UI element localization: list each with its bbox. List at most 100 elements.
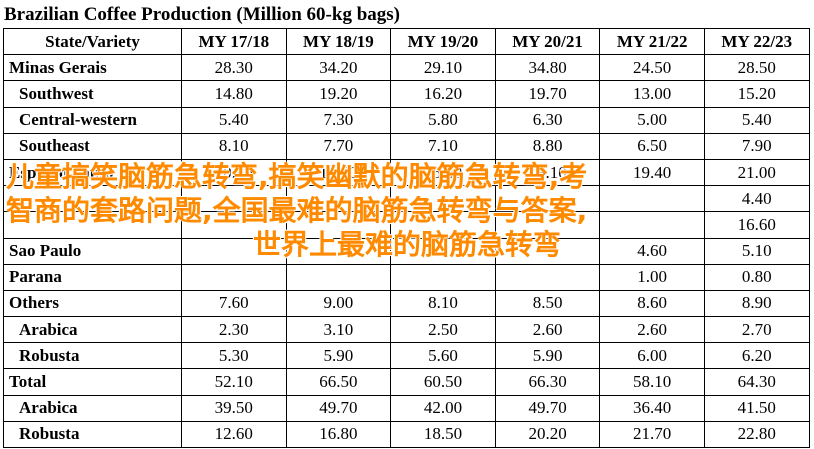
value-cell: 5.30 [181,342,287,370]
header-my-21-22: MY 21/22 [599,27,705,56]
value-cell: 66.30 [494,368,601,396]
value-cell: 52.10 [181,368,287,396]
value-cell: 7.90 [703,132,810,160]
value-cell: 41.50 [703,394,810,422]
value-cell: 3.10 [285,316,392,344]
value-cell: 10.60 [181,158,287,187]
table-row: Total 52.10 66.50 60.50 66.30 58.10 64.30 [3,368,810,396]
header-row: State/Variety MY 17/18 MY 18/19 MY 19/20… [3,27,810,56]
value-cell: 42.00 [390,394,496,422]
value-cell: 2.60 [494,316,601,344]
table-row: Sao Paulo 4.60 5.10 [3,237,810,265]
value-cell [390,185,496,213]
value-cell [599,185,705,213]
value-cell [285,185,392,213]
table-row: Minas Gerais 28.30 34.20 29.10 34.80 24.50 28.… [3,54,810,82]
value-cell: 36.40 [599,394,705,422]
value-cell: 28.50 [703,54,810,82]
value-cell [599,211,705,239]
table-row: Arabica 39.50 49.70 42.00 49.70 36.40 41.50 [3,394,810,422]
value-cell [285,211,392,239]
value-cell: 8.80 [494,132,601,160]
value-cell [494,263,601,291]
value-cell [494,237,601,265]
value-cell: 16.80 [390,158,496,187]
value-cell: 5.40 [181,106,287,134]
value-cell: 15.60 [285,158,392,187]
value-cell: 7.70 [285,132,392,160]
table-row: Robusta 5.30 5.90 5.60 5.90 6.00 6.20 [3,342,810,370]
value-cell: 7.10 [390,132,496,160]
value-cell: 66.50 [285,368,392,396]
value-cell: 12.60 [181,420,287,449]
value-cell: 19.40 [599,158,705,187]
value-cell: 7.60 [181,289,287,318]
table-row: Southeast 8.10 7.70 7.10 8.80 6.50 7.90 [3,132,810,160]
value-cell [494,211,601,239]
value-cell: 5.00 [599,106,705,134]
value-cell: 24.50 [599,54,705,82]
value-cell: 5.60 [390,342,496,370]
table-row: Others 7.60 9.00 8.10 8.50 8.60 8.90 [3,289,810,318]
row-label: Others [3,289,182,318]
header-my-18-19: MY 18/19 [285,27,392,56]
value-cell [181,263,287,291]
value-cell: 29.10 [390,54,496,82]
value-cell: 58.10 [599,368,705,396]
value-cell: 39.50 [181,394,287,422]
table-row: Arabica 2.30 3.10 2.50 2.60 2.60 2.70 [3,316,810,344]
table-row: 4.40 [3,185,810,213]
value-cell: 7.30 [285,106,392,134]
value-cell: 5.80 [390,106,496,134]
row-label: Total [3,368,182,396]
value-cell [285,263,392,291]
table-body: Minas Gerais 28.30 34.20 29.10 34.80 24.50 28.… [3,54,810,449]
value-cell: 64.30 [703,368,810,396]
value-cell: 8.10 [390,289,496,318]
value-cell: 5.10 [703,237,810,265]
header-my-17-18: MY 17/18 [181,27,287,56]
value-cell: 5.90 [285,342,392,370]
table-row: Robusta 12.60 16.80 18.50 20.20 21.70 22.80 [3,420,810,449]
table-title: Brazilian Coffee Production (Million 60-… [4,4,400,25]
value-cell: 20.20 [494,420,601,449]
row-label: Arabica [3,394,182,422]
value-cell [181,185,287,213]
row-label: Espirito Santo [3,158,182,187]
value-cell: 22.80 [703,420,810,449]
value-cell: 8.60 [599,289,705,318]
value-cell: 2.50 [390,316,496,344]
value-cell: 1.00 [599,263,705,291]
value-cell [390,211,496,239]
header-my-20-21: MY 20/21 [494,27,601,56]
value-cell: 21.00 [703,158,810,187]
value-cell: 15.20 [703,80,810,108]
row-label [3,185,182,213]
value-cell: 19.70 [494,80,601,108]
table-row: Southwest 14.80 19.20 16.20 19.70 13.00 15.20 [3,80,810,108]
value-cell: 18.50 [390,420,496,449]
value-cell: 49.70 [285,394,392,422]
value-cell: 34.20 [285,54,392,82]
value-cell: 19.10 [494,158,601,187]
row-label: Minas Gerais [3,54,182,82]
row-label: Arabica [3,316,182,344]
production-table: State/Variety MY 17/18 MY 18/19 MY 19/20… [3,27,810,449]
value-cell: 28.30 [181,54,287,82]
value-cell: 2.70 [703,316,810,344]
header-my-22-23: MY 22/23 [703,27,810,56]
value-cell: 8.90 [703,289,810,318]
value-cell [494,185,601,213]
value-cell [390,237,496,265]
value-cell: 5.40 [703,106,810,134]
row-label: Parana [3,263,182,291]
value-cell: 2.60 [599,316,705,344]
value-cell: 60.50 [390,368,496,396]
table-row: Parana 1.00 0.80 [3,263,810,291]
value-cell: 5.90 [494,342,601,370]
value-cell: 6.50 [599,132,705,160]
value-cell: 19.20 [285,80,392,108]
value-cell: 8.10 [181,132,287,160]
value-cell: 2.30 [181,316,287,344]
